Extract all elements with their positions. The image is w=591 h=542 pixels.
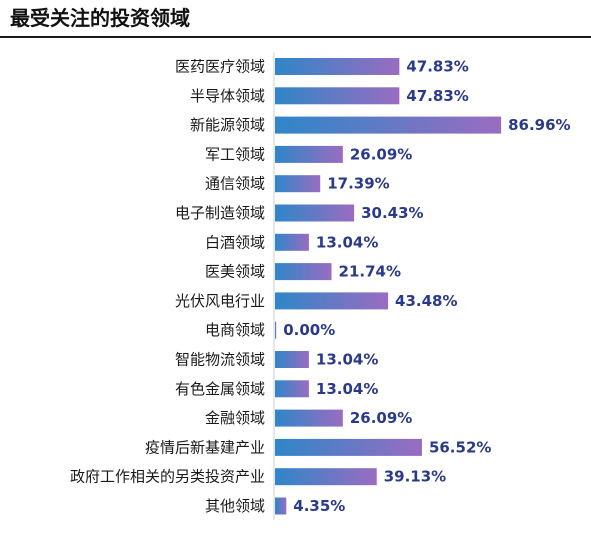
- bar: [275, 263, 332, 281]
- category-label: 电子制造领域: [175, 204, 265, 222]
- category-label: 电商领域: [205, 321, 265, 339]
- value-label: 43.48%: [395, 292, 457, 310]
- category-label: 通信领域: [205, 175, 265, 193]
- bar: [275, 145, 343, 163]
- value-label: 86.96%: [508, 116, 570, 134]
- bar: [275, 468, 377, 486]
- category-label: 智能物流领域: [175, 351, 265, 369]
- category-label: 政府工作相关的另类投资产业: [70, 468, 265, 486]
- bar: [275, 233, 309, 251]
- value-label: 13.04%: [316, 380, 378, 398]
- bar: [275, 175, 321, 193]
- chart-title: 最受关注的投资领域: [10, 6, 190, 30]
- category-label: 光伏风电行业: [175, 292, 265, 310]
- category-label: 医药医疗领域: [175, 58, 265, 76]
- bar: [275, 380, 309, 398]
- bar: [275, 204, 355, 222]
- value-label: 26.09%: [350, 409, 412, 427]
- category-label: 军工领域: [205, 145, 265, 163]
- bar: [275, 351, 309, 368]
- bar: [275, 321, 277, 339]
- bar: [275, 87, 400, 105]
- value-label: 56.52%: [429, 438, 491, 456]
- value-label: 39.13%: [384, 468, 446, 486]
- bar: [275, 116, 502, 134]
- category-label: 新能源领域: [190, 116, 265, 134]
- bar: [275, 409, 343, 427]
- category-label: 医美领域: [205, 263, 265, 281]
- category-label: 半导体领域: [190, 87, 265, 105]
- value-label: 21.74%: [339, 263, 401, 281]
- bar: [275, 497, 287, 515]
- category-label: 其他领域: [205, 497, 265, 515]
- value-label: 0.00%: [283, 321, 335, 339]
- bar: [275, 58, 400, 75]
- value-label: 13.04%: [316, 351, 378, 369]
- value-label: 30.43%: [361, 204, 423, 222]
- title-divider: [0, 36, 591, 38]
- value-label: 47.83%: [406, 58, 468, 76]
- bar: [275, 438, 422, 456]
- bar: [275, 292, 389, 310]
- value-label: 13.04%: [316, 233, 378, 251]
- category-label: 有色金属领域: [175, 380, 265, 398]
- value-label: 26.09%: [350, 145, 412, 163]
- category-label: 金融领域: [205, 409, 265, 427]
- value-label: 47.83%: [406, 87, 468, 105]
- value-label: 4.35%: [293, 497, 345, 515]
- category-label: 白酒领域: [205, 233, 265, 251]
- category-label: 疫情后新基建产业: [145, 438, 265, 456]
- value-label: 17.39%: [327, 175, 389, 193]
